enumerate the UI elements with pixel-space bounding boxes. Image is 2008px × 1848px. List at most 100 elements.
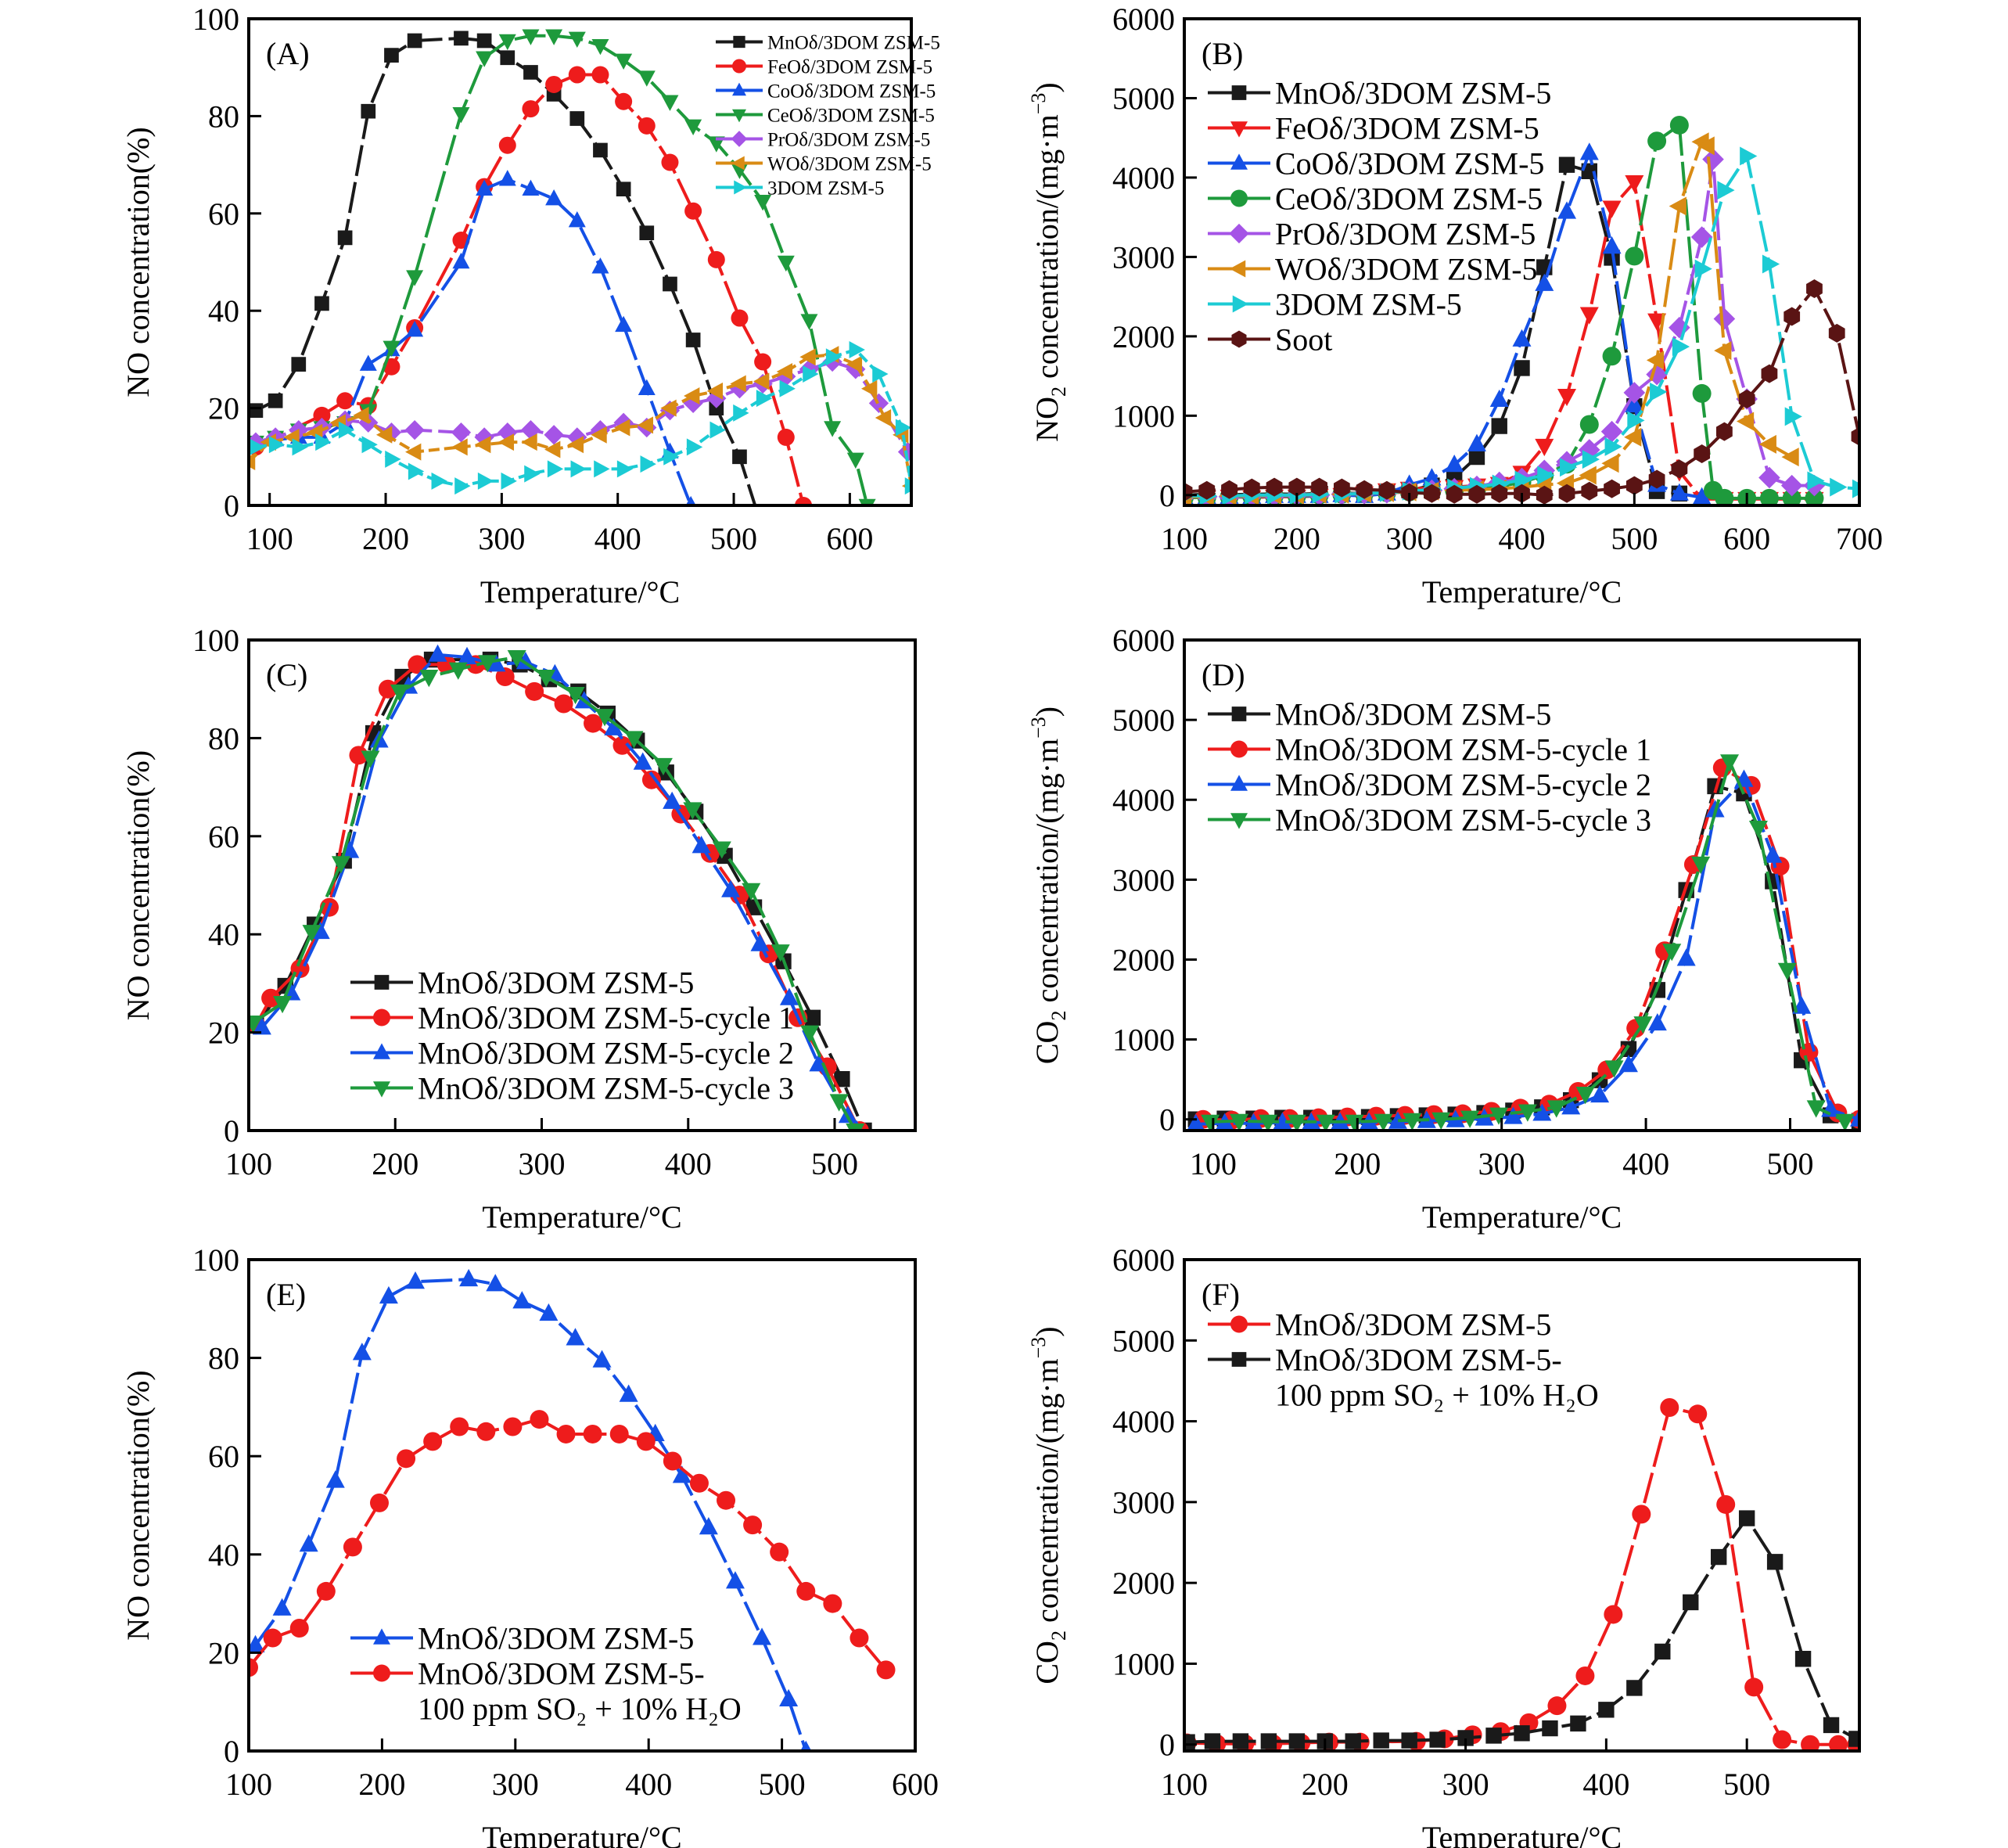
data-point <box>638 70 656 87</box>
data-point <box>594 460 610 478</box>
data-point <box>1460 1110 1480 1128</box>
data-point <box>452 107 470 124</box>
data-point <box>640 455 656 473</box>
data-point <box>1805 488 1824 505</box>
legend-label: CoOδ/3DOM ZSM-5 <box>767 81 936 102</box>
data-point <box>1316 1114 1335 1131</box>
data-point <box>1558 484 1575 503</box>
legend-item: PrOδ/3DOM ZSM-5 <box>716 129 930 150</box>
data-point <box>539 1303 559 1321</box>
plot-frame <box>1183 1258 1861 1753</box>
data-point <box>450 1417 469 1436</box>
data-point <box>1683 1594 1699 1611</box>
data-point <box>637 416 654 434</box>
y-tick-label: 0 <box>224 488 239 523</box>
y-tick-label: 4000 <box>1112 160 1175 196</box>
data-point <box>750 933 770 951</box>
data-point <box>795 497 813 505</box>
data-point <box>1424 484 1440 503</box>
legend-item: FeOδ/3DOM ZSM-5 <box>716 56 932 77</box>
data-point <box>1738 1510 1755 1526</box>
data-point <box>1198 480 1216 500</box>
legend-label: MnOδ/3DOM ZSM-5- <box>418 1656 705 1692</box>
x-axis-title: Temperature/°C <box>1422 574 1622 609</box>
data-point <box>661 95 679 111</box>
legend-marker <box>373 1664 390 1682</box>
legend-item: PrOδ/3DOM ZSM-5 <box>1208 217 1536 252</box>
x-tick-label: 400 <box>594 521 641 556</box>
y-axis-title: CO2 concentration/(mg·m−3) <box>1027 1326 1070 1684</box>
data-point <box>1740 146 1758 166</box>
data-point <box>779 379 796 397</box>
data-point <box>451 422 472 443</box>
data-point <box>875 409 892 427</box>
data-point <box>503 1417 523 1436</box>
legend-label: 3DOM ZSM-5 <box>767 178 884 199</box>
data-point <box>753 1627 772 1645</box>
legend-marker <box>1231 1352 1247 1367</box>
data-point <box>1669 115 1689 135</box>
legend-item: MnOδ/3DOM ZSM-5-cycle 2 <box>1208 768 1651 803</box>
data-point <box>779 987 799 1005</box>
data-point <box>685 495 696 505</box>
data-point <box>868 393 889 414</box>
data-point <box>501 472 517 490</box>
legend-label: MnOδ/3DOM ZSM-5-cycle 3 <box>418 1071 794 1106</box>
data-point <box>1830 477 1848 497</box>
data-point <box>800 1740 812 1751</box>
data-point <box>732 449 747 465</box>
legend-marker <box>1230 1315 1248 1333</box>
panel-label: (D) <box>1202 657 1245 692</box>
data-point <box>683 802 702 820</box>
data-point <box>846 1124 865 1131</box>
data-point <box>636 1432 656 1451</box>
legend-label: CoOδ/3DOM ZSM-5 <box>1275 146 1544 182</box>
data-point <box>1512 329 1532 347</box>
data-point <box>512 1291 532 1309</box>
data-point <box>343 1537 362 1557</box>
legend-item: CeOδ/3DOM ZSM-5 <box>716 105 935 126</box>
data-point <box>291 357 307 372</box>
data-point <box>1184 1734 1195 1750</box>
data-point <box>331 856 350 874</box>
data-point <box>1627 411 1645 430</box>
data-point <box>523 65 538 80</box>
data-point <box>1697 136 1715 156</box>
data-point <box>653 757 673 776</box>
data-point <box>684 119 702 135</box>
series-line <box>1187 1516 1858 1744</box>
data-point <box>507 649 526 668</box>
y-axis-title: NO concentration(%) <box>120 1370 156 1640</box>
data-point <box>556 1424 576 1444</box>
series-line <box>255 36 757 505</box>
data-point <box>1201 1114 1220 1131</box>
data-point <box>1537 466 1555 485</box>
data-point <box>299 1534 318 1552</box>
data-point <box>733 404 749 422</box>
legend-marker <box>1231 706 1247 721</box>
series-line <box>254 663 861 1131</box>
data-point <box>1713 307 1736 330</box>
data-point <box>825 348 842 366</box>
legend-marker <box>731 131 748 147</box>
data-point <box>619 1384 638 1402</box>
panel-c: 100 200 300 400 500 0 20 40 60 80 100 (C) Temperatur… <box>120 623 917 1235</box>
legend-label: 3DOM ZSM-5 <box>1275 287 1462 322</box>
data-point <box>1558 156 1575 173</box>
data-point <box>428 644 447 662</box>
legend-label: PrOδ/3DOM ZSM-5 <box>767 129 930 150</box>
data-point <box>448 662 468 680</box>
data-point <box>1514 1725 1530 1742</box>
y-tick-label: 0 <box>1159 478 1175 513</box>
data-point <box>1260 1733 1277 1749</box>
data-point <box>521 433 537 451</box>
legend-marker <box>731 156 745 171</box>
data-point <box>454 31 469 46</box>
legend-item: MnOδ/3DOM ZSM-5 <box>1208 697 1551 732</box>
y-tick-label: 6000 <box>1112 1242 1175 1278</box>
series-line <box>1184 123 1815 500</box>
y-tick-label: 3000 <box>1112 862 1175 897</box>
